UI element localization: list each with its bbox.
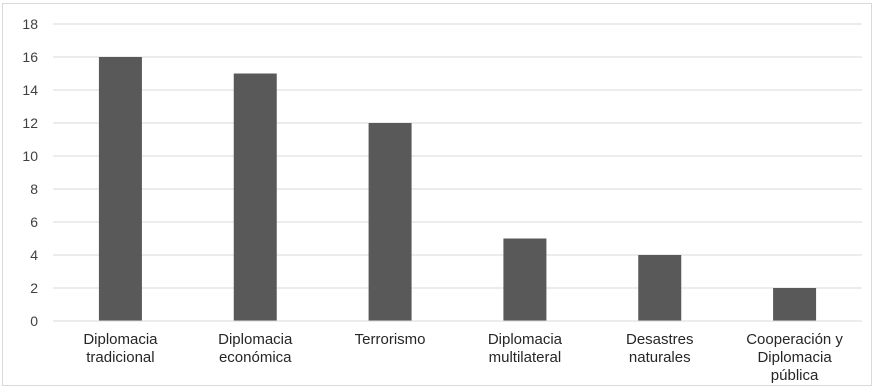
chart-frame xyxy=(2,3,872,386)
y-tick-label: 8 xyxy=(30,181,38,197)
y-tick-label: 0 xyxy=(30,313,38,329)
bar xyxy=(98,57,142,321)
x-tick-label: Desastres naturales xyxy=(626,331,694,366)
x-tick-label-line: Desastres xyxy=(626,331,694,348)
bar xyxy=(233,73,277,321)
bar xyxy=(368,123,412,321)
y-tick-label: 18 xyxy=(22,16,38,32)
gridlines xyxy=(53,23,862,289)
x-tick-label: Terrorismo xyxy=(355,331,426,348)
x-tick-label: Diplomacia económica xyxy=(218,331,293,366)
y-tick-label: 2 xyxy=(30,280,38,296)
y-tick-label: 14 xyxy=(22,82,38,98)
bars xyxy=(98,57,817,321)
x-tick-label: Diplomacia multilateral xyxy=(488,331,563,366)
bar xyxy=(638,255,682,321)
x-tick-label-line: Diplomacia xyxy=(83,331,158,348)
y-tick-label: 12 xyxy=(22,115,38,131)
bar xyxy=(503,238,547,321)
x-tick-label-line: Cooperación y xyxy=(746,331,843,348)
x-tick-label-line: pública xyxy=(771,367,819,384)
y-tick-label: 6 xyxy=(30,214,38,230)
y-tick-label: 16 xyxy=(22,49,38,65)
x-tick-label-line: Terrorismo xyxy=(355,331,426,348)
x-tick-label-line: tradicional xyxy=(86,349,154,366)
x-tick-label: Diplomacia tradicional xyxy=(83,331,158,366)
y-tick-label: 4 xyxy=(30,247,38,263)
x-tick-label: Cooperación y Diplomacia pública xyxy=(746,331,843,384)
x-tick-label-line: económica xyxy=(219,349,292,366)
bar xyxy=(773,288,817,321)
x-tick-label-line: multilateral xyxy=(489,349,562,366)
y-axis-ticks: 0 2 4 6 8 10 12 14 16 18 xyxy=(22,16,38,329)
y-tick-label: 10 xyxy=(22,148,38,164)
x-tick-label-line: Diplomacia xyxy=(757,349,832,366)
x-tick-label-line: Diplomacia xyxy=(218,331,293,348)
x-tick-label-line: naturales xyxy=(629,349,691,366)
x-tick-label-line: Diplomacia xyxy=(488,331,563,348)
